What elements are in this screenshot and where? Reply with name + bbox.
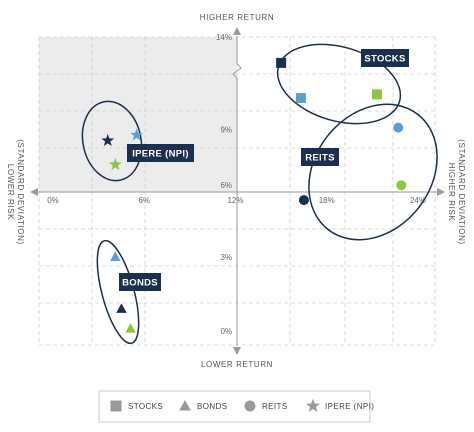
legend-star-icon [305, 398, 321, 413]
reits-tag: REITS [305, 153, 334, 164]
y-tick-label: 0% [220, 327, 232, 336]
y-axis-label-bottom: LOWER RETURN [201, 360, 273, 369]
x-axis-label-right: HIGHER RISK [447, 163, 456, 222]
y-tick-label: 14% [216, 33, 232, 42]
y-tick-label: 6% [220, 181, 232, 190]
legend-square-icon [110, 400, 122, 412]
group-tags: STOCKS REITS IPERE (NPI) BONDS [119, 49, 409, 291]
legend-triangle-icon [179, 399, 191, 411]
reits-point-2 [393, 122, 404, 133]
x-tick-label: 24% [410, 196, 426, 205]
ipere-tag-box [127, 144, 194, 162]
bonds-tag: BONDS [122, 278, 158, 289]
legend-box [98, 390, 371, 423]
stocks-tag-box [361, 49, 409, 67]
legend-label: BONDS [197, 402, 227, 411]
x-ticks: 0% 6% 12% 18% 24% [47, 196, 426, 205]
y-tick-label: 9% [220, 126, 232, 135]
stocks-point-3 [371, 89, 382, 100]
x-tick-label: 12% [227, 196, 243, 205]
right-arrow-icon [437, 188, 445, 196]
bonds-tag-box [119, 273, 161, 291]
up-arrow-icon [233, 27, 241, 35]
y-tick-label: 3% [220, 253, 232, 262]
legend-label: REITS [262, 402, 288, 411]
x-tick-label: 6% [138, 196, 150, 205]
x-tick-label: 18% [319, 196, 335, 205]
legend: STOCKS BONDS REITS IPERE (NPI) [110, 398, 374, 413]
x-axis-label-left: LOWER RISK [6, 164, 15, 220]
ipere-point-1 [101, 133, 115, 147]
bonds-ellipse [96, 239, 140, 345]
axis-arrows [30, 27, 445, 355]
y-axis-label-top: HIGHER RETURN [200, 13, 274, 22]
legend-label: IPERE (NPI) [325, 402, 374, 411]
down-arrow-icon [233, 347, 241, 355]
legend-circle-icon [244, 400, 256, 412]
shaded-zone [39, 37, 237, 192]
ipere-point-3 [108, 157, 122, 171]
stocks-tag: STOCKS [364, 54, 405, 65]
stocks-ellipse [276, 43, 402, 125]
reits-point-1 [298, 195, 309, 206]
bonds-point-2 [116, 303, 127, 313]
legend-label: STOCKS [128, 402, 163, 411]
stocks-point-1 [276, 57, 287, 68]
ipere-point-2 [130, 128, 144, 141]
stocks-point-2 [295, 93, 306, 104]
axes [38, 36, 437, 346]
x-axis-label-left-sub: (STANDARD DEVIATION) [16, 139, 25, 244]
x-axis-label-right-sub: (STANDARD DEVIATION) [457, 139, 466, 244]
reits-ellipse [308, 103, 438, 241]
y-axis-break [232, 63, 242, 79]
x-tick-label: 0% [47, 196, 59, 205]
y-ticks: 14% 9% 6% 3% 0% [216, 33, 232, 336]
bonds-point-3 [125, 323, 136, 333]
reits-point-3 [396, 180, 407, 191]
ipere-tag: IPERE (NPI) [132, 149, 189, 160]
bonds-point-1 [110, 251, 121, 262]
left-arrow-icon [30, 188, 38, 196]
reits-tag-box [301, 148, 339, 166]
data-points [101, 57, 407, 333]
